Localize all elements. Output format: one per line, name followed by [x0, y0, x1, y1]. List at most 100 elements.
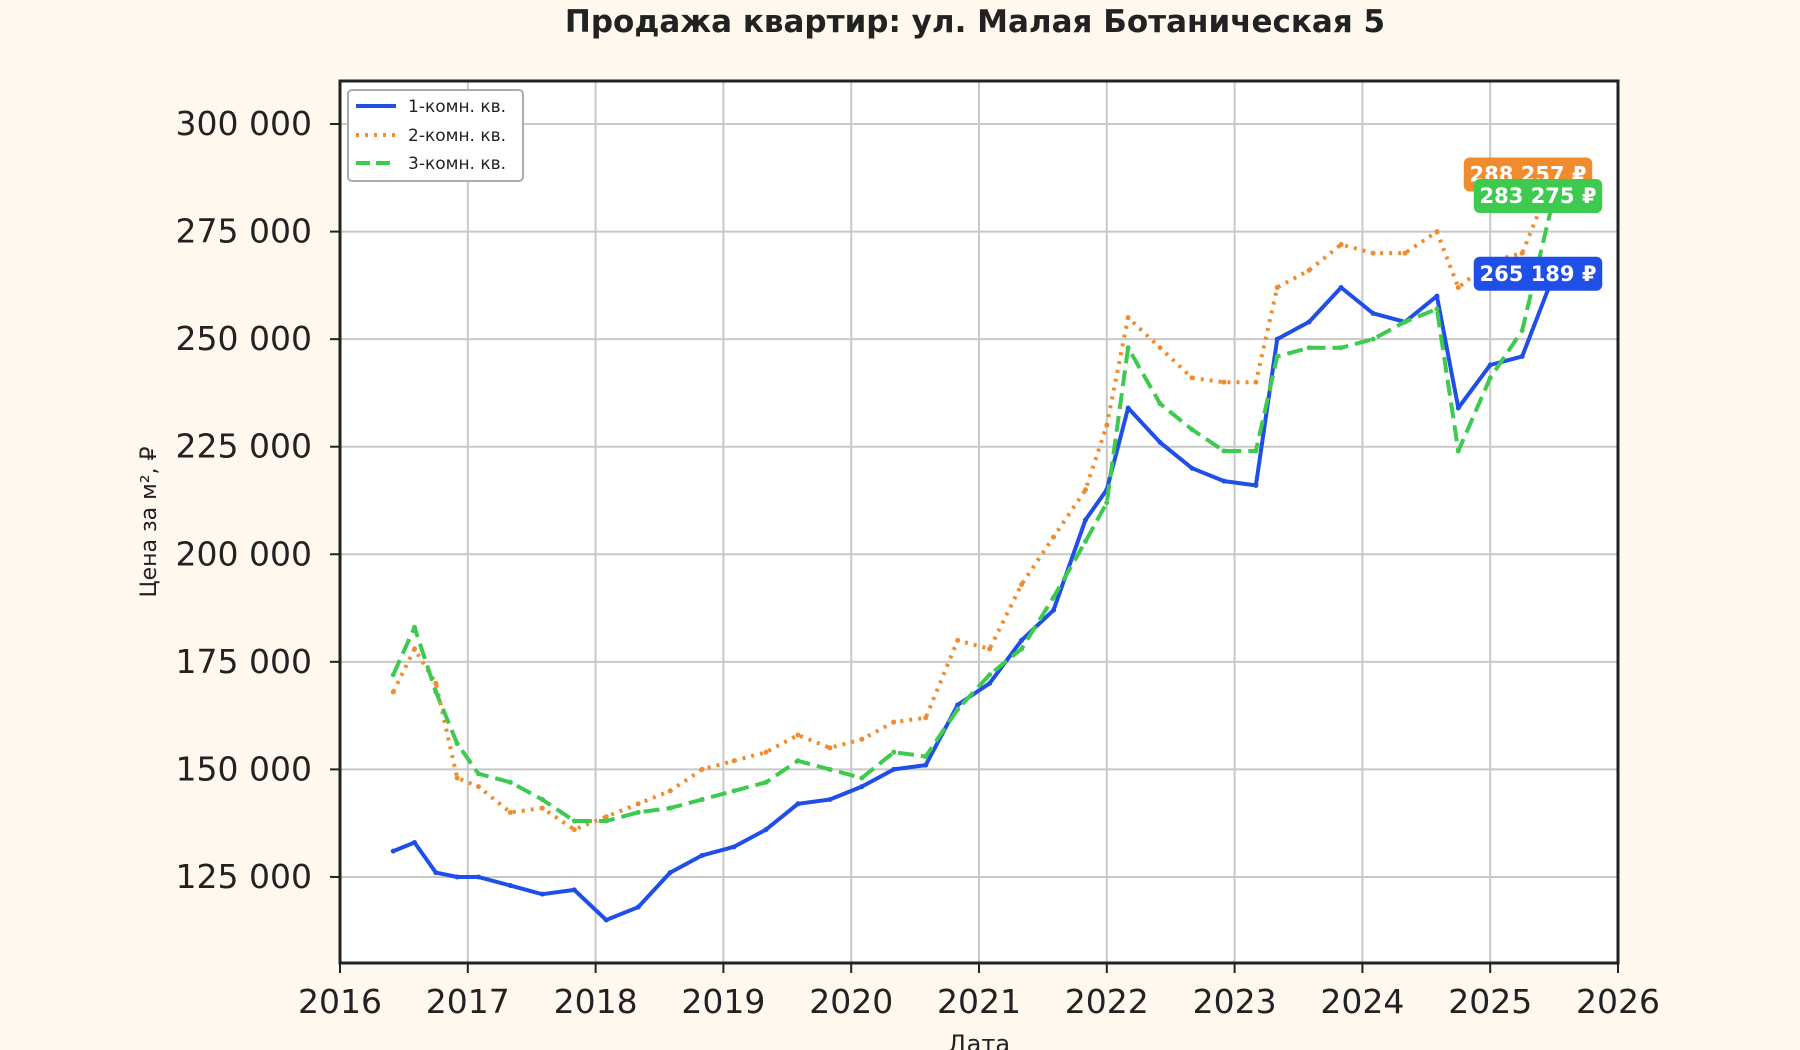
series-point — [891, 749, 897, 755]
end-label-text: 283 275 ₽ — [1480, 184, 1597, 208]
series-point — [763, 779, 769, 785]
series-point — [1189, 375, 1195, 381]
series-layer — [390, 172, 1557, 923]
series-point — [795, 801, 801, 807]
series-point — [412, 840, 418, 846]
y-tick-label: 275 000 — [176, 212, 312, 251]
series-point — [1253, 448, 1259, 454]
series-point — [1338, 285, 1344, 291]
series-point — [1370, 250, 1376, 256]
series-point — [667, 870, 673, 876]
x-tick-label: 2020 — [809, 982, 893, 1021]
series-point — [699, 852, 705, 858]
series-point — [1157, 401, 1163, 407]
series-point — [667, 805, 673, 811]
end-label-text: 265 189 ₽ — [1480, 262, 1597, 286]
series-point — [827, 766, 833, 772]
series-point — [475, 874, 481, 880]
series-point — [1189, 465, 1195, 471]
series-point — [763, 749, 769, 755]
series-point — [891, 719, 897, 725]
series-point — [1125, 315, 1131, 321]
end-label-1: 265 189 ₽ — [1473, 256, 1603, 291]
series-point — [454, 741, 460, 747]
series-point — [1083, 517, 1088, 523]
x-tick-label: 2017 — [426, 982, 510, 1021]
legend-label-3k: 3-комн. кв. — [408, 154, 506, 174]
series-point — [1402, 319, 1408, 325]
series-point — [539, 891, 545, 897]
series-point — [635, 801, 641, 807]
series-point — [731, 844, 737, 850]
x-tick-label: 2021 — [937, 982, 1021, 1021]
series-point — [1519, 353, 1525, 359]
series-point — [603, 818, 609, 824]
series-point — [475, 784, 481, 790]
series-point — [1253, 482, 1259, 488]
series-point — [731, 758, 737, 764]
y-tick-label: 300 000 — [176, 104, 312, 143]
series-point — [955, 706, 961, 712]
x-axis: 2016 2017 2018 2019 2020 2021 2022 2023 2024 2025… — [298, 963, 1660, 1021]
series-point — [1104, 500, 1110, 506]
x-tick-label: 2023 — [1193, 982, 1277, 1021]
y-tick-label: 200 000 — [176, 534, 312, 573]
series-point — [1051, 534, 1057, 540]
series-point — [827, 797, 833, 803]
series-line-3 — [391, 195, 1557, 823]
series-point — [635, 904, 641, 910]
legend-label-1k: 1-комн. кв. — [408, 97, 506, 117]
series-point — [412, 624, 418, 630]
series-point — [1051, 594, 1057, 600]
series-point — [1306, 267, 1312, 273]
series-point — [454, 874, 460, 880]
series-point — [390, 689, 396, 695]
series-point — [859, 736, 865, 742]
end-label-box — [1473, 178, 1603, 213]
series-point — [1125, 345, 1131, 351]
series-point — [923, 753, 929, 759]
series-point — [539, 797, 545, 803]
series-point — [635, 809, 641, 815]
legend-label-2k: 2-комн. кв. — [408, 126, 506, 146]
series-point — [1519, 328, 1525, 334]
series-point — [923, 715, 929, 721]
series-point — [507, 883, 513, 889]
series-point — [433, 689, 439, 695]
series-point — [891, 766, 897, 772]
x-tick-label: 2025 — [1448, 982, 1532, 1021]
end-label-box — [1473, 256, 1603, 291]
series-point — [507, 779, 513, 785]
series-point — [1104, 422, 1110, 428]
series-point — [1519, 250, 1525, 256]
x-tick-label: 2022 — [1065, 982, 1149, 1021]
series-point — [795, 732, 801, 738]
series-point — [1434, 229, 1440, 235]
series-point — [1370, 310, 1376, 316]
series-point — [955, 702, 961, 708]
series-point — [1306, 345, 1312, 351]
series-point — [827, 745, 833, 751]
series-point — [1434, 306, 1440, 312]
series-point — [433, 680, 439, 686]
series-point — [1221, 379, 1227, 385]
series-point — [731, 788, 737, 794]
series-point — [1221, 478, 1227, 484]
y-tick-label: 225 000 — [176, 427, 312, 466]
x-tick-label: 2016 — [298, 982, 382, 1021]
y-tick-label: 250 000 — [176, 319, 312, 358]
series-point — [1083, 538, 1088, 544]
series-point — [699, 797, 705, 803]
series-point — [571, 827, 577, 833]
series-point — [1338, 345, 1344, 351]
series-point — [1189, 426, 1195, 432]
x-tick-label: 2024 — [1320, 982, 1404, 1021]
series-point — [1370, 336, 1376, 342]
series-point — [859, 775, 865, 781]
series-point — [1157, 439, 1163, 445]
series-point — [1274, 353, 1280, 359]
series-point — [539, 805, 545, 811]
series-point — [987, 680, 993, 686]
series-point — [667, 788, 673, 794]
